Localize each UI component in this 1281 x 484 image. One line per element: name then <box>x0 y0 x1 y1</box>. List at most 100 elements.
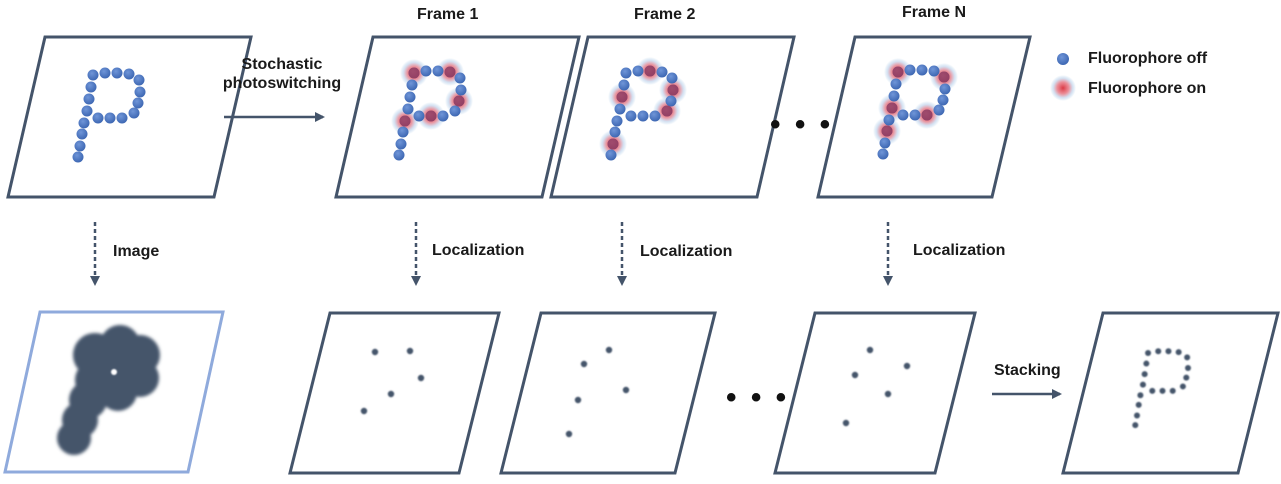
fluorophore-on-core <box>938 71 950 83</box>
frame-2-fluorophores <box>599 57 687 161</box>
localization-point <box>417 374 425 382</box>
fluorophore-dot <box>649 110 661 122</box>
localization-point <box>565 430 573 438</box>
localization-point <box>1183 374 1190 381</box>
localization-n-panel <box>773 311 977 475</box>
fluorophore-dot <box>134 86 146 98</box>
source-panel <box>6 35 253 199</box>
localization-point <box>1135 401 1142 408</box>
localization-point <box>580 360 588 368</box>
fluorophore-dot <box>395 138 407 150</box>
stacking-label: Stacking <box>994 362 1061 379</box>
fluorophore-on-core <box>886 102 898 114</box>
ellipsis-top: • • • <box>770 108 834 141</box>
fluorophore-dot <box>879 137 891 149</box>
localization-1-panel <box>288 311 501 475</box>
fluorophore-dot <box>454 72 466 84</box>
localization-point <box>387 390 395 398</box>
fluorophore-dot <box>609 126 621 138</box>
localization-point <box>1145 350 1152 356</box>
fluorophore-dot <box>420 65 432 77</box>
fluorophore-dot <box>87 69 99 81</box>
localization-point <box>371 348 379 356</box>
legend-on-label: Fluorophore on <box>1088 80 1207 97</box>
fluorophore-dot <box>890 78 902 90</box>
fluorophore-dot <box>393 149 405 161</box>
localization-point <box>1165 348 1172 355</box>
fluorophore-on-core <box>667 84 679 96</box>
localization-point <box>1143 360 1150 367</box>
fluorophore-on-core <box>616 91 628 103</box>
localization-point <box>884 390 892 398</box>
localization-n-label: Localization <box>913 242 1006 259</box>
localization-point <box>851 371 859 379</box>
localization-point <box>1179 383 1186 390</box>
fluorophore-dot <box>128 107 140 119</box>
fluorophore-on-core <box>892 66 904 78</box>
fluorophore-dot <box>74 140 86 152</box>
localization-2-points <box>565 346 630 438</box>
fluorophore-dot <box>81 105 93 117</box>
fluorophore-dot <box>909 109 921 121</box>
fluorophore-on-core <box>607 138 619 150</box>
fluorophore-dot <box>413 110 425 122</box>
fluorophore-dot <box>72 151 84 163</box>
source-p-fluorophores <box>72 67 146 163</box>
fluorophore-dot <box>455 84 467 96</box>
legend-on-halo <box>1050 75 1076 101</box>
fluorophore-dot <box>916 64 928 76</box>
fluorophore-dot <box>611 115 623 127</box>
image-label: Image <box>113 243 160 260</box>
fluorophore-dot <box>888 90 900 102</box>
fluorophore-on-core <box>644 65 656 77</box>
fluorophore-on-core <box>661 105 673 117</box>
fluorophore-on-core <box>399 115 411 127</box>
fluorophore-dot <box>625 110 637 122</box>
fluorophore-dot <box>432 65 444 77</box>
frame-1-title: Frame 1 <box>417 6 479 23</box>
fluorophore-dot <box>637 110 649 122</box>
fluorophore-dot <box>897 109 909 121</box>
fluorophore-dot <box>116 112 128 124</box>
localization-point <box>1149 387 1156 394</box>
stacked-points <box>1132 348 1191 429</box>
fluorophore-dot <box>133 74 145 86</box>
localization-point <box>903 362 911 370</box>
blurred-p-image <box>57 325 160 455</box>
ellipsis-bottom: • • • <box>726 381 790 414</box>
fluorophore-dot <box>123 68 135 80</box>
fluorophore-dot <box>904 64 916 76</box>
fluorophore-dot <box>132 97 144 109</box>
fluorophore-dot <box>406 79 418 91</box>
fluorophore-dot <box>666 72 678 84</box>
fluorophore-dot <box>99 67 111 79</box>
fluorophore-dot <box>632 65 644 77</box>
localization-point <box>1185 364 1191 371</box>
localization-1-label: Localization <box>432 242 525 259</box>
localization-point <box>1169 387 1176 394</box>
fluorophore-dot <box>933 104 945 116</box>
fluorophore-dot <box>449 105 461 117</box>
blurred-p-hole <box>111 369 117 375</box>
localization-2-panel <box>499 311 717 475</box>
fluorophore-on-core <box>881 125 893 137</box>
legend-off-swatch <box>1057 53 1069 65</box>
fluorophore-dot <box>92 112 104 124</box>
fluorophore-dot <box>665 95 677 107</box>
localization-point <box>1141 371 1148 378</box>
switching-label: Stochastic photoswitching <box>222 56 342 92</box>
fluorophore-dot <box>877 148 889 160</box>
frame-n-title: Frame N <box>902 4 967 21</box>
fluorophore-dot <box>437 110 449 122</box>
frame-2-title: Frame 2 <box>634 6 696 23</box>
localization-point <box>574 396 582 404</box>
localization-point <box>1159 387 1166 394</box>
fluorophore-dot <box>939 83 951 95</box>
localization-point <box>866 346 874 354</box>
frame-n-fluorophores <box>873 58 958 160</box>
frame-1-fluorophores <box>391 58 473 161</box>
localization-point <box>1137 392 1144 399</box>
localization-point <box>1139 381 1146 388</box>
fluorophore-dot <box>618 79 630 91</box>
fluorophore-dot <box>78 117 90 129</box>
